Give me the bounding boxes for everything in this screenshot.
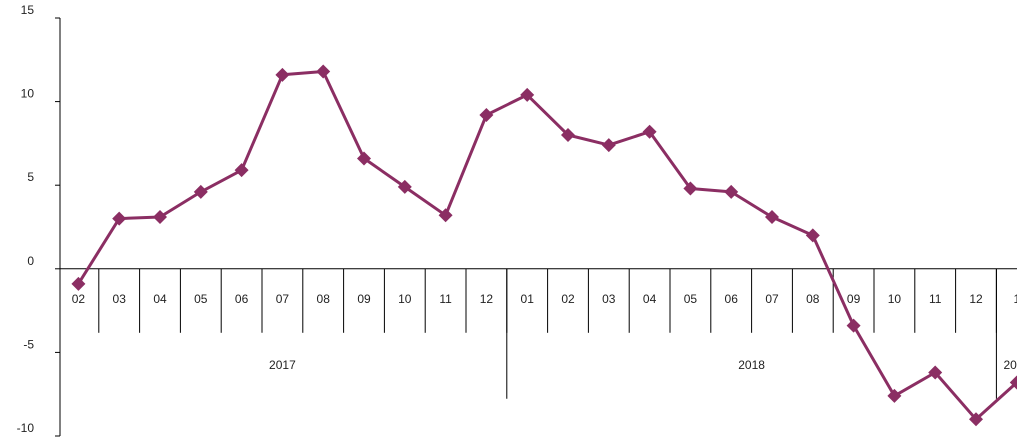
data-point-marker bbox=[479, 107, 494, 122]
data-point-marker bbox=[642, 124, 657, 139]
y-tick-label: 0 bbox=[27, 254, 34, 268]
data-point-marker bbox=[520, 87, 535, 102]
x-tick-label: 12 bbox=[969, 292, 983, 306]
y-tick-label: 10 bbox=[21, 87, 35, 101]
x-year-label: 2017 bbox=[269, 358, 296, 372]
x-tick-label: 08 bbox=[317, 292, 331, 306]
data-point-marker bbox=[601, 138, 616, 153]
data-point-marker bbox=[153, 209, 167, 224]
data-point-marker bbox=[765, 209, 779, 224]
x-tick-label: 01 bbox=[521, 292, 535, 306]
data-point-marker bbox=[805, 228, 820, 243]
data-point-marker bbox=[275, 67, 290, 82]
x-tick-label: 07 bbox=[765, 292, 779, 306]
data-point-marker bbox=[71, 276, 86, 291]
y-axis: 15 10 5 0 -5 -10 bbox=[17, 3, 61, 437]
y-tick-label: 5 bbox=[27, 170, 34, 184]
data-point-marker bbox=[928, 365, 943, 380]
data-point-marker bbox=[887, 388, 902, 403]
x-tick-label: 02 bbox=[561, 292, 575, 306]
x-tick-label: 02 bbox=[72, 292, 86, 306]
y-tick-label: -10 bbox=[17, 421, 35, 435]
data-point-marker bbox=[438, 208, 453, 223]
data-point-marker bbox=[112, 211, 127, 226]
x-year-label: 2019 bbox=[1003, 358, 1017, 372]
x-tick-label: 06 bbox=[725, 292, 739, 306]
data-point-marker bbox=[193, 184, 208, 199]
x-year-label: 2018 bbox=[738, 358, 765, 372]
x-tick-label: 08 bbox=[806, 292, 820, 306]
x-tick-label: 05 bbox=[194, 292, 208, 306]
data-point-marker bbox=[397, 179, 412, 194]
x-tick-label: 09 bbox=[357, 292, 371, 306]
y-tick-label: 15 bbox=[21, 3, 35, 17]
x-tick-label: 06 bbox=[235, 292, 249, 306]
data-point-marker bbox=[234, 163, 249, 178]
x-tick-label: 03 bbox=[602, 292, 616, 306]
data-point-marker bbox=[969, 412, 983, 427]
series-line bbox=[77, 70, 1017, 421]
x-tick-label: 12 bbox=[480, 292, 494, 306]
data-point-marker bbox=[357, 151, 371, 166]
x-tick-label: 10 bbox=[888, 292, 902, 306]
x-tick-label: 07 bbox=[276, 292, 290, 306]
series-line-group bbox=[71, 64, 1017, 427]
data-point-marker bbox=[316, 64, 331, 79]
x-tick-label: 11 bbox=[439, 292, 452, 306]
data-point-marker bbox=[1009, 375, 1017, 390]
x-tick-label: 05 bbox=[684, 292, 698, 306]
x-tick-label: 04 bbox=[643, 292, 657, 306]
x-tick-label: 04 bbox=[153, 292, 167, 306]
data-point-marker bbox=[561, 128, 575, 143]
x-axis: 02 03 04 05 06 07 08 09 10 11 12 01 02 03 04 05 06 07 08 09… bbox=[60, 268, 1017, 399]
x-tick-label: 03 bbox=[113, 292, 127, 306]
x-tick-label: 10 bbox=[398, 292, 412, 306]
x-tick-label: 1 bbox=[1013, 292, 1017, 306]
y-tick-label: -5 bbox=[23, 337, 34, 351]
data-point-marker bbox=[846, 318, 861, 333]
data-point-marker bbox=[683, 181, 698, 196]
x-tick-label: 09 bbox=[847, 292, 861, 306]
data-point-marker bbox=[724, 184, 739, 199]
x-tick-label: 11 bbox=[929, 292, 942, 306]
